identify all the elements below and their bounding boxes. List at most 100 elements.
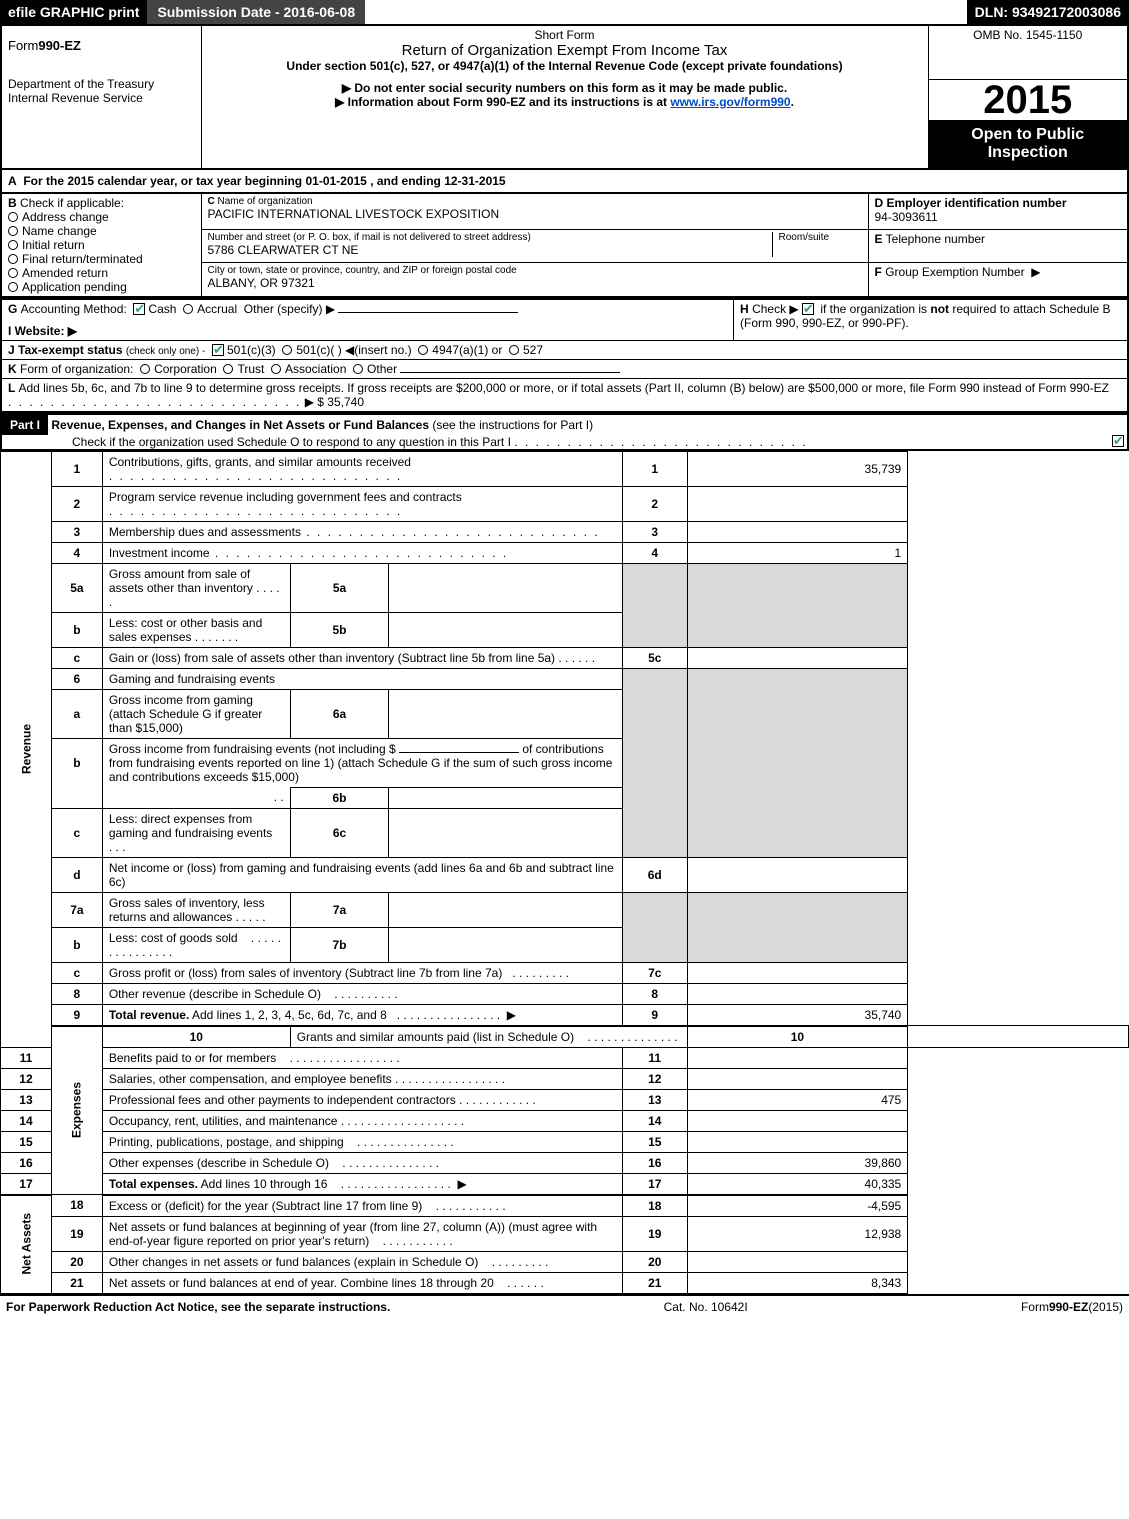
dots-icon [109,504,402,518]
l6d-col: 6d [623,857,688,892]
line-21: 21 Net assets or fund balances at end of… [1,1272,1129,1293]
l14-desc: Occupancy, rent, utilities, and maintena… [109,1114,338,1128]
l14-amt [687,1110,908,1131]
line-6b-1: b Gross income from fundraising events (… [1,738,1129,787]
radio-other-org[interactable] [353,364,363,374]
line-a-pre: For the 2015 calendar year, or tax year … [23,174,305,188]
ghijkl-table: G Accounting Method: Cash Accrual Other … [0,298,1129,413]
b-header: Check if applicable: [20,196,124,210]
l5a-num: 5a [51,563,102,612]
chk-sched-b[interactable] [802,303,814,315]
radio-application-pending[interactable] [8,282,18,292]
radio-501c[interactable] [282,345,292,355]
l-amount: ▶ $ 35,740 [305,395,364,409]
l8-num: 8 [51,983,102,1004]
j-label: Tax-exempt status [18,343,122,357]
l-dots [8,395,301,409]
g-cash: Cash [148,302,176,316]
l6b-blank [399,752,519,753]
l11-num: 11 [1,1047,52,1068]
chk-schedule-o[interactable] [1112,435,1124,447]
l18-amt: -4,595 [687,1195,908,1217]
l9-col: 9 [623,1004,688,1026]
l6b-boxval [389,787,623,808]
l6a-boxval [389,689,623,738]
part1-lines-table: Revenue 1 Contributions, gifts, grants, … [0,451,1129,1294]
under-section: Under section 501(c), 527, or 4947(a)(1)… [208,59,922,77]
org-name: PACIFIC INTERNATIONAL LIVESTOCK EXPOSITI… [208,207,862,221]
street-hdr: Number and street (or P. O. box, if mail… [208,232,772,243]
line-20: 20 Other changes in net assets or fund b… [1,1251,1129,1272]
box-e: E Telephone number [868,230,1128,263]
l6d-num: d [51,857,102,892]
topbar-spacer [365,0,967,24]
g-label: Accounting Method: [21,302,127,316]
line-14: 14 Occupancy, rent, utilities, and maint… [1,1110,1129,1131]
radio-name-change[interactable] [8,226,18,236]
l7c-amt [687,962,908,983]
radio-trust[interactable] [223,364,233,374]
l11-desc: Benefits paid to or for members [109,1051,276,1065]
l7c-col: 7c [623,962,688,983]
chk-cash[interactable] [133,303,145,315]
l5b-box: 5b [290,612,389,647]
grey-amt [687,668,908,689]
ein-value: 94-3093611 [875,210,938,224]
l21-desc: Net assets or fund balances at end of ye… [109,1276,494,1290]
l-text: Add lines 5b, 6c, and 7b to line 9 to de… [18,381,1109,395]
chk-501c3[interactable] [212,344,224,356]
radio-corp[interactable] [140,364,150,374]
dept-treasury: Department of the Treasury [8,77,195,91]
irs-link[interactable]: www.irs.gov/form990 [670,95,790,109]
l7b-desc: Less: cost of goods sold [109,931,238,945]
l14-num: 14 [1,1110,52,1131]
radio-4947[interactable] [418,345,428,355]
street-value: 5786 CLEARWATER CT NE [208,243,772,257]
line-1: Revenue 1 Contributions, gifts, grants, … [1,451,1129,486]
l19-col: 19 [623,1216,688,1251]
directives-cell: Do not enter social security numbers on … [201,79,928,169]
line-6d: d Net income or (loss) from gaming and f… [1,857,1129,892]
k-o1: Corporation [154,362,217,376]
line-18: Net Assets 18 Excess or (deficit) for th… [1,1195,1129,1217]
grey-amt [687,612,908,647]
ssn-warning: Do not enter social security numbers on … [208,81,922,95]
radio-527[interactable] [509,345,519,355]
l17-desc: Total expenses. [109,1177,198,1191]
l6a-desc: Gross income from gaming (attach Schedul… [109,693,262,735]
box-c-name: C Name of organization PACIFIC INTERNATI… [201,193,868,230]
l16-desc: Other expenses (describe in Schedule O) [109,1156,329,1170]
radio-accrual[interactable] [183,304,193,314]
radio-final-return[interactable] [8,254,18,264]
l12-desc: Salaries, other compensation, and employ… [109,1072,392,1086]
line-a: A For the 2015 calendar year, or tax yea… [0,170,1129,192]
j-o4: 527 [523,343,543,357]
g-other: Other (specify) ▶ [244,302,335,316]
l2-amt [687,486,908,521]
footer-mid: Cat. No. 10642I [664,1300,748,1314]
radio-address-change[interactable] [8,212,18,222]
l4-desc: Investment income [109,546,210,560]
line-6c: c Less: direct expenses from gaming and … [1,808,1129,857]
l5c-num: c [51,647,102,668]
h-pre: Check ▶ [752,302,802,316]
footer-left: For Paperwork Reduction Act Notice, see … [6,1300,390,1314]
line-5a: 5a Gross amount from sale of assets othe… [1,563,1129,612]
radio-amended-return[interactable] [8,268,18,278]
grey-col [623,612,688,647]
line-2: 2 Program service revenue including gove… [1,486,1129,521]
b-opt-5: Application pending [22,280,127,294]
grey-amt [687,787,908,808]
l5b-desc: Less: cost or other basis and sales expe… [109,616,262,644]
g-other-line [338,312,518,313]
radio-assoc[interactable] [271,364,281,374]
line-3: 3 Membership dues and assessments 3 [1,521,1129,542]
part1-title: Revenue, Expenses, and Changes in Net As… [51,418,429,432]
l20-col: 20 [623,1251,688,1272]
radio-initial-return[interactable] [8,240,18,250]
box-d: D Employer identification number 94-3093… [868,193,1128,230]
l17-amt: 40,335 [687,1173,908,1195]
city-hdr: City or town, state or province, country… [208,265,862,276]
l11-col: 11 [623,1047,688,1068]
box-j: J Tax-exempt status (check only one) - 5… [1,340,1128,359]
